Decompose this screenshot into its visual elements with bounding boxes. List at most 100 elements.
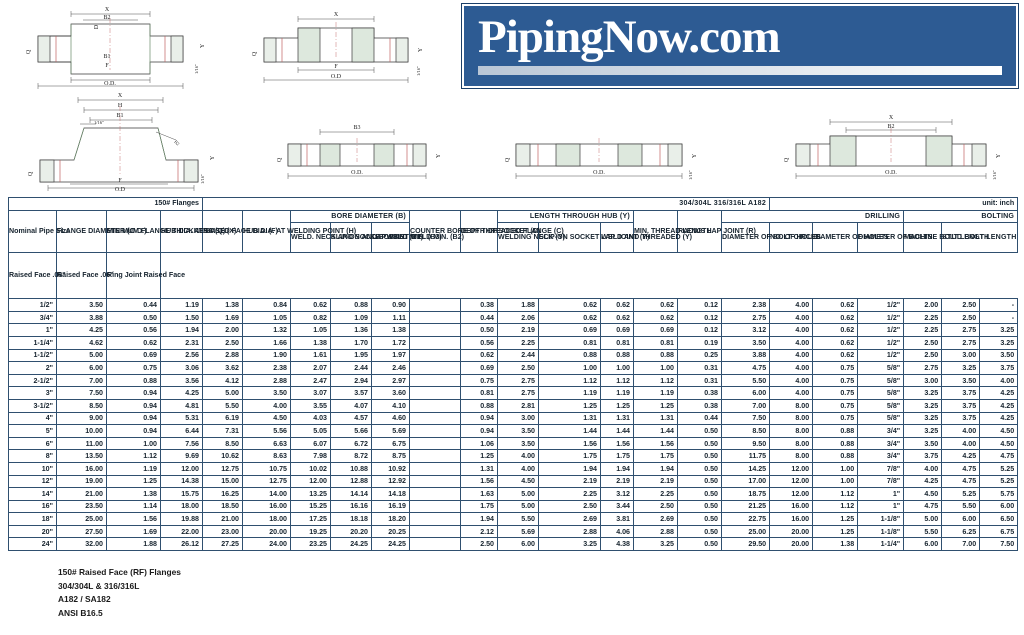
cell-value: 4.25 [903, 474, 943, 489]
cell-value: 4.03 [290, 411, 331, 426]
cell-value: 1.38 [106, 487, 161, 501]
col-lth-welding-neck: WELDING NECK (Y) [497, 222, 565, 254]
cell-value: 0.12 [677, 323, 722, 337]
cell-value: 1.75 [538, 449, 601, 463]
drawing-threaded-flange: X H B1 F O.D Q Y 1/16" B2 1/16" [8, 92, 248, 192]
logo-accent-bar [478, 65, 1002, 75]
cell-value: 1.25 [460, 449, 498, 463]
cell-value: 2.75 [720, 310, 771, 325]
col-machine-bolt-raised-face: Raised Face .06" [8, 252, 66, 300]
cell-value: 4.00 [769, 298, 814, 312]
cell-value: 1-1/8" [857, 512, 905, 526]
cell-value: 2.97 [371, 373, 410, 388]
cell-value [409, 323, 461, 337]
group-length-through-hub: LENGTH THROUGH HUB (Y) [497, 209, 634, 224]
cell-value: 12.75 [242, 474, 291, 489]
cell-value [409, 436, 461, 451]
cell-value: 25.00 [720, 524, 771, 539]
svg-text:H: H [118, 103, 123, 109]
cell-value: 2.00 [903, 298, 943, 312]
cell-value: 16.19 [371, 499, 410, 514]
cell-value [409, 474, 461, 489]
svg-text:B2: B2 [173, 139, 180, 146]
cell-value: 3.62 [202, 361, 243, 375]
cell-value: 2.81 [497, 398, 539, 413]
cell-value: 2.25 [903, 310, 943, 325]
cell-value: 16.00 [56, 461, 107, 476]
cell-value: 8.50 [202, 436, 243, 451]
cell-value: 1.31 [600, 411, 634, 426]
cell-value: 12.00 [769, 474, 814, 489]
cell-value: 0.75 [460, 373, 498, 388]
cell-value: 1.12 [538, 373, 601, 388]
cell-value: 2.25 [903, 323, 943, 337]
cell-value: 6.00 [720, 386, 771, 400]
cell-value: 23.00 [202, 524, 243, 539]
cell-nominal-pipe-size: 18" [8, 512, 57, 526]
cell-value: 18.18 [330, 512, 372, 526]
svg-text:F: F [334, 64, 338, 70]
cell-value: 0.50 [106, 310, 161, 325]
cell-value [409, 424, 461, 438]
cell-value: 1.12 [812, 499, 859, 514]
svg-text:B1: B1 [116, 113, 123, 119]
cell-value: 0.62 [812, 323, 859, 337]
cell-value: 5.69 [497, 524, 539, 539]
cell-nominal-pipe-size: 20" [8, 524, 57, 539]
table-row: 2-1/2" 7.00 0.88 3.56 4.12 2.88 2.47 2.94 2.97 0.… [8, 373, 1019, 388]
cell-value: 1.56 [106, 512, 161, 526]
cell-value: 4.60 [371, 411, 410, 426]
cell-nominal-pipe-size: 4" [8, 411, 57, 426]
cell-value: 0.50 [677, 461, 722, 476]
cell-value: 2.50 [497, 361, 539, 375]
cell-value: 9.69 [160, 449, 203, 463]
cell-value: 1.56 [600, 436, 634, 451]
cell-value: 4.12 [202, 373, 243, 388]
cell-value: 12.00 [769, 487, 814, 501]
cell-value: 1" [857, 487, 905, 501]
cell-value: 2.75 [903, 361, 943, 375]
cell-value: 0.81 [538, 335, 601, 350]
cell-value: 2.56 [160, 348, 203, 363]
cell-value: 2.12 [460, 524, 498, 539]
svg-text:1/16": 1/16" [94, 120, 104, 125]
table-row: 2" 6.00 0.75 3.06 3.62 2.38 2.07 2.44 2.46 0.69 2.… [8, 361, 1019, 375]
cell-value: 15.25 [290, 499, 331, 514]
cell-value: 1.75 [600, 449, 634, 463]
cell-value: 2.19 [600, 474, 634, 489]
cell-value: 6.50 [979, 512, 1019, 526]
cell-value: 1.90 [242, 348, 291, 363]
cell-value: 0.19 [677, 335, 722, 350]
cell-value: 1" [857, 499, 905, 514]
cell-value: 1.66 [242, 335, 291, 350]
cell-value: 16.00 [769, 512, 814, 526]
drawing-weld-neck-flange: X B2 D B1 F O.D. Q Y 1/16" [8, 4, 223, 92]
cell-value: 19.00 [56, 474, 107, 489]
cell-value: 0.81 [600, 335, 634, 350]
cell-value: 2.50 [202, 335, 243, 350]
cell-value: 6.00 [941, 512, 981, 526]
col-no-of-holes: NO. OF HOLES [769, 222, 821, 254]
cell-value: 3.81 [600, 512, 634, 526]
cell-value: 4.50 [497, 474, 539, 489]
cell-value: 7/8" [857, 461, 905, 476]
cell-value: 3.56 [160, 373, 203, 388]
group-bolting: BOLTING [903, 209, 1019, 224]
cell-value: 8.72 [330, 449, 372, 463]
cell-value: 7.50 [56, 386, 107, 400]
cell-value: 2.94 [330, 373, 372, 388]
cell-value: 2.88 [633, 524, 678, 539]
col-min-thread-length: MIN. THREAD LENGTH [633, 209, 712, 254]
cell-value: 0.62 [460, 348, 498, 363]
cell-value: 13.25 [290, 487, 331, 501]
cell-value: 0.75 [812, 411, 859, 426]
cell-value [409, 411, 461, 426]
cell-value [409, 361, 461, 375]
cell-value: 1.94 [538, 461, 601, 476]
svg-text:Y: Y [210, 155, 216, 160]
cell-value: 14.00 [242, 487, 291, 501]
cell-value: 3.50 [497, 436, 539, 451]
cell-nominal-pipe-size: 1/2" [8, 298, 57, 312]
cell-value: 8.00 [769, 424, 814, 438]
flange-dimensions-table: 150# Flanges 304/304L 316/316L A182 unit… [8, 197, 1019, 552]
